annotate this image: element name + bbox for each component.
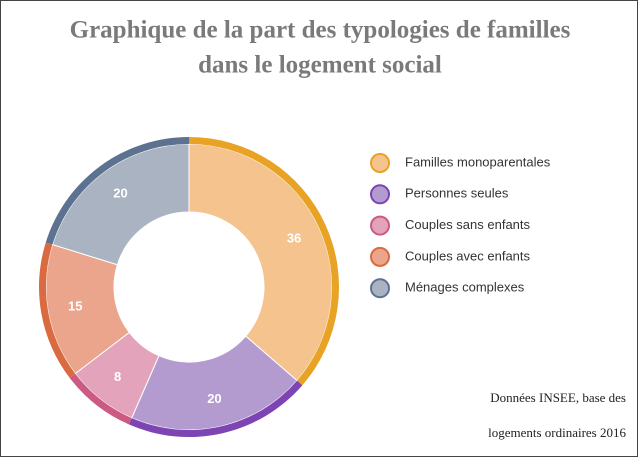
donut-slice-edge [45,137,189,245]
donut-slice [131,335,298,431]
legend-swatch [370,184,390,205]
legend-swatch [370,153,390,173]
legend-label: Ménages complexes [405,280,525,295]
source-note: Données INSEE, base des [490,390,626,405]
data-label: 8 [114,369,121,384]
donut-slice-edge [69,373,132,425]
donut-slice-edge [38,242,76,378]
donut-slice-edge [128,380,303,437]
data-label: 20 [207,391,221,406]
donut-slice [51,143,190,266]
legend-label: Familles monoparentales [405,154,551,169]
donut-slice [188,143,333,382]
data-label: 15 [68,298,82,313]
data-label: 20 [113,185,127,200]
legend-label: Personnes seules [405,186,509,201]
data-label: 36 [287,230,301,245]
chart-title: dans le logement social [198,52,442,79]
chart-title: Graphique de la part des typologies de f… [70,17,571,44]
source-note: logements ordinaires 2016 [488,425,626,440]
legend-swatch [370,215,390,236]
legend-label: Couples avec enfants [405,248,531,263]
legend-swatch [370,278,390,299]
legend-swatch [370,246,390,267]
legend-label: Couples sans enfants [405,217,531,232]
